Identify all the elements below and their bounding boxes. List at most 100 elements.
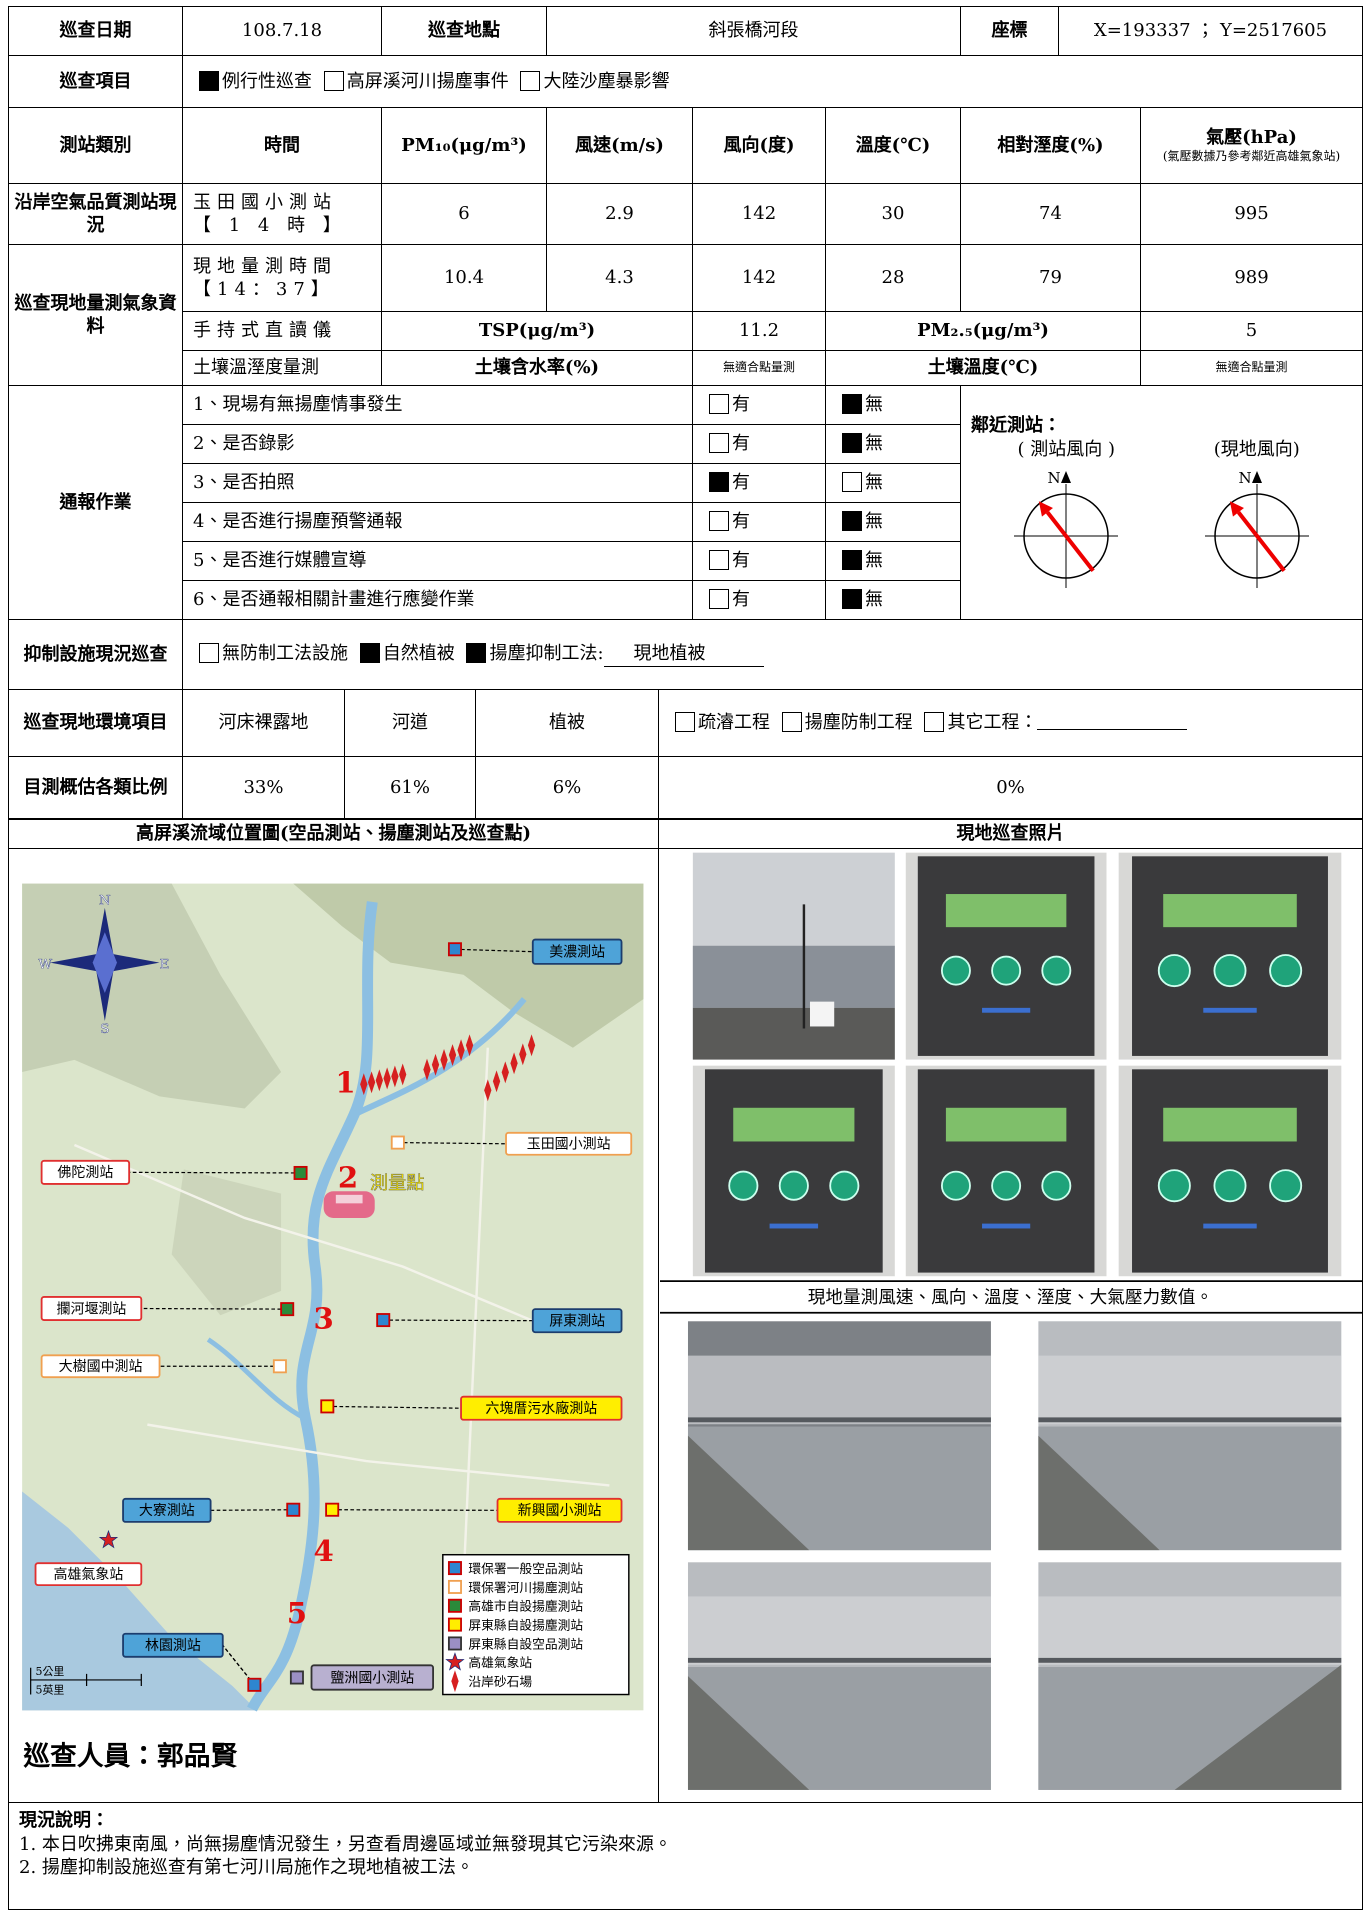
connector <box>382 1319 533 1322</box>
yes-text: 有 <box>732 472 750 494</box>
checkbox <box>924 711 945 732</box>
value: 6% <box>475 755 659 820</box>
river <box>352 997 527 1118</box>
value: 30 <box>825 183 961 245</box>
tr: 手持式直讀儀 TSP(μg/m³) 11.2 PM₂.₅(μg/m³) 5 <box>9 311 1363 351</box>
no: 無 <box>825 580 961 620</box>
options: 無防制工法設施 自然植被 揚塵抑制工法: 現地植被 <box>182 619 1363 690</box>
photo-sky <box>687 1596 991 1665</box>
no: 無 <box>825 502 961 542</box>
checkbox <box>709 550 729 571</box>
photo-cell: 現地量測風速、風向、溫度、溼度、大氣壓力數值。 <box>658 847 1363 1804</box>
hills <box>292 883 643 1048</box>
station-label: 佛陀測站 <box>57 1165 113 1181</box>
value: 142 <box>692 244 826 312</box>
station-label: 玉田國小測站 <box>526 1137 610 1153</box>
photo-screen <box>732 1107 854 1142</box>
station-marker <box>246 1677 261 1692</box>
station-marker <box>375 1313 390 1328</box>
station-label: 林園測站 <box>144 1638 200 1654</box>
checkbox <box>842 394 862 415</box>
value: 6 <box>381 183 547 245</box>
car-window <box>335 1194 363 1204</box>
checkbox <box>359 643 380 664</box>
photo-water <box>692 945 895 1008</box>
value: 79 <box>960 244 1141 312</box>
label: 土壤溫度(℃) <box>825 350 1141 386</box>
item: 2、是否錄影 <box>182 424 693 464</box>
header: 氣壓(hPa) <box>1206 127 1297 148</box>
label: 沿岸空氣品質測站現況 <box>8 183 183 245</box>
item: 5、是否進行媒體宣導 <box>182 541 693 581</box>
hills <box>171 1169 281 1316</box>
photo-button <box>1212 954 1246 988</box>
yes-text: 有 <box>732 433 750 455</box>
section-title: 高屏溪流域位置圖(空品測站、揚塵測站及巡查點) <box>8 818 659 849</box>
tr: 現況說明： 1. 本日吹拂東南風，尚無揚塵情況發生，另查看周邊區域並無發現其它污… <box>8 1802 1363 1911</box>
no-text: 無 <box>865 433 883 455</box>
photo-button <box>828 1170 859 1201</box>
label: 巡查日期 <box>8 6 183 56</box>
item: 4、是否進行揚塵預警通報 <box>182 502 693 542</box>
station-box <box>531 938 622 965</box>
photo-bridge <box>1037 1657 1341 1663</box>
tbody: 巡查現地環境項目 河床裸露地 河道 植被 疏濬工程 揚塵防制工程 其它工程： 目… <box>8 688 1363 820</box>
scale-label: 5公里 <box>35 1665 64 1678</box>
compass-label: (現地風向) <box>1213 438 1300 460</box>
checkbox <box>709 589 729 610</box>
wind-arrow <box>1039 501 1095 572</box>
header-cell: 氣壓(hPa) (氣壓數據乃參考鄰近高雄氣象站) <box>1140 107 1363 184</box>
sand-site <box>448 1044 456 1066</box>
station-marker <box>293 1165 308 1180</box>
value: 無適合點量測 <box>1140 350 1363 386</box>
yes: 有 <box>692 424 826 464</box>
note: (氣壓數據乃參考鄰近高雄氣象站) <box>1162 149 1341 164</box>
photo-bridge <box>687 1657 991 1663</box>
photo-bridge <box>687 1417 991 1423</box>
item: 6、是否通報相關計畫進行應變作業 <box>182 580 693 620</box>
photo-button <box>940 1170 971 1201</box>
item: 3、是否拍照 <box>182 463 693 503</box>
time-label: 現地量測時間 <box>193 255 337 277</box>
compass: N <box>1204 469 1309 588</box>
photo-button <box>990 955 1021 986</box>
value: 142 <box>692 183 826 245</box>
checkbox <box>709 511 729 532</box>
label: PM₂.₅(μg/m³) <box>825 311 1141 351</box>
yes: 有 <box>692 502 826 542</box>
yes-text: 有 <box>732 550 750 572</box>
sand-site <box>465 1034 473 1057</box>
checkbox <box>466 643 487 664</box>
map: N E S W 美濃測站玉田國小測站佛陀測站攔河堰測站屏東測站大樹國中測站六塊厝污水廠測… <box>21 883 643 1772</box>
no-text: 無 <box>865 472 883 494</box>
station-marker <box>285 1502 300 1517</box>
time: 【14：37】 <box>193 279 335 300</box>
tr: 抑制設施現況巡查 無防制工法設施 自然植被 揚塵抑制工法: 現地植被 <box>8 619 1363 690</box>
option: 自然植被 <box>382 643 455 665</box>
yes: 有 <box>692 463 826 503</box>
compass-box: 鄰近測站： ( 測站風向 ) N (現地風向) N <box>962 406 1362 599</box>
station-box <box>121 1632 224 1658</box>
station-marker <box>447 1579 462 1594</box>
photo-screen <box>1162 1107 1297 1142</box>
sand-site <box>483 1079 491 1102</box>
label: 手持式直讀儀 <box>182 311 382 351</box>
legend-text: 環保署河川揚塵測站 <box>468 1580 583 1596</box>
option: 揚塵防制工程 <box>804 711 913 733</box>
line <box>1046 510 1095 572</box>
value: 4.3 <box>546 244 693 312</box>
value: 11.2 <box>692 311 826 351</box>
item: 1、現場有無揚塵情事發生 <box>182 385 693 425</box>
remarks-line: 1. 本日吹拂東南風，尚無揚塵情況發生，另查看周邊區域並無發現其它污染來源。 <box>19 1833 672 1855</box>
sand-site <box>450 1670 459 1693</box>
compass: N <box>1014 469 1119 588</box>
tr: 通報作業 1、現場有無揚塵情事發生 有 無 鄰近測站： ( 測站風向 ) N (現… <box>8 385 1363 620</box>
option: 其它工程： <box>947 711 1038 733</box>
legend-text: 屏東縣自設揚塵測站 <box>468 1617 583 1633</box>
yes-text: 有 <box>732 511 750 533</box>
compass-letter: N <box>98 893 110 908</box>
station-marker <box>272 1359 287 1374</box>
tr: 目測概估各類比例 33% 61% 6% 0% <box>8 755 1363 820</box>
legend-text: 屏東縣自設空品測站 <box>468 1636 583 1652</box>
checkbox <box>842 472 862 493</box>
